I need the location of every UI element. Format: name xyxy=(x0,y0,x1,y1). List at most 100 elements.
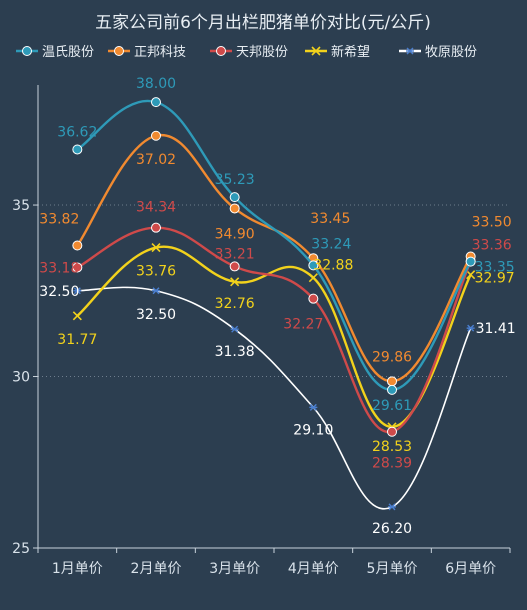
data-point xyxy=(308,260,319,271)
grid xyxy=(38,204,510,378)
data-label: 29.61 xyxy=(372,398,412,414)
data-point-stroke xyxy=(466,270,476,280)
data-point xyxy=(466,270,476,280)
data-point-stroke xyxy=(230,277,240,287)
legend: 温氏股份 正邦科技 天邦股份 新希望 牧原股份 xyxy=(16,44,477,60)
x-tick-label: 4月单价 xyxy=(288,561,339,577)
data-point xyxy=(309,403,318,411)
data-point xyxy=(73,287,82,295)
data-label: 33.50 xyxy=(472,214,512,230)
data-label: 32.97 xyxy=(475,271,515,287)
data-point-stroke xyxy=(152,287,160,295)
data-label: 33.45 xyxy=(310,211,350,227)
data-point-stroke xyxy=(388,503,396,511)
legend-label: 正邦科技 xyxy=(134,45,186,60)
data-point xyxy=(151,242,161,253)
data-point xyxy=(72,262,83,273)
data-label: 37.02 xyxy=(136,152,176,168)
data-point xyxy=(466,324,475,332)
legend-marker xyxy=(114,46,124,56)
data-label: 33.24 xyxy=(311,236,351,252)
data-point xyxy=(229,261,240,272)
data-label: 33.21 xyxy=(215,246,255,262)
data-point xyxy=(387,426,397,437)
y-tick-label: 30 xyxy=(12,370,30,386)
y-tick-label: 25 xyxy=(12,541,30,557)
legend-item: 正邦科技 xyxy=(108,45,186,60)
data-label: 38.00 xyxy=(136,76,176,92)
data-label-layer: 36.62 38.00 35.23 33.24 29.61 33.35 33.82 37.02… xyxy=(39,76,515,537)
data-label: 29.10 xyxy=(293,422,333,438)
series-2 xyxy=(72,222,476,437)
y-tick-label: 35 xyxy=(12,198,30,214)
legend-label: 新希望 xyxy=(331,44,370,60)
x-tick-label: 1月单价 xyxy=(52,561,103,577)
data-point xyxy=(152,287,160,295)
series-0 xyxy=(72,97,476,395)
series-3 xyxy=(72,242,476,432)
data-label: 29.86 xyxy=(372,349,412,365)
data-label: 36.62 xyxy=(57,124,97,140)
legend-marker xyxy=(216,46,226,56)
data-point xyxy=(151,130,161,141)
data-point-stroke xyxy=(309,403,317,411)
data-point xyxy=(387,376,397,387)
data-point xyxy=(72,311,82,321)
data-label: 28.39 xyxy=(372,456,412,472)
data-label: 32.50 xyxy=(136,307,176,323)
data-point xyxy=(387,384,397,395)
data-point xyxy=(72,240,83,251)
x-tick-label: 3月单价 xyxy=(209,561,260,577)
data-label: 33.35 xyxy=(475,260,515,276)
data-point xyxy=(465,256,476,267)
series-layer xyxy=(72,97,476,511)
data-point-stroke xyxy=(151,242,161,253)
series-4 xyxy=(73,286,475,511)
data-label: 33.82 xyxy=(39,212,79,228)
legend-marker-stroke xyxy=(311,46,321,56)
legend-label: 牧原股份 xyxy=(425,45,477,60)
data-label: 34.34 xyxy=(136,200,176,216)
data-label: 32.76 xyxy=(215,296,255,312)
data-point xyxy=(229,192,240,203)
data-label: 32.50 xyxy=(39,284,79,300)
legend-label: 温氏股份 xyxy=(42,45,94,60)
data-point-stroke xyxy=(73,287,81,295)
legend-marker xyxy=(22,46,32,56)
data-label: 34.90 xyxy=(215,226,255,242)
legend-item: 温氏股份 xyxy=(16,45,94,60)
legend-label: 天邦股份 xyxy=(236,45,288,60)
legend-marker xyxy=(406,47,414,55)
data-point xyxy=(308,293,319,304)
data-point xyxy=(151,97,161,108)
data-point xyxy=(230,277,240,287)
data-label: 31.41 xyxy=(476,321,516,337)
data-label: 26.20 xyxy=(372,521,412,537)
data-label: 32.27 xyxy=(283,317,323,333)
x-tick-label: 5月单价 xyxy=(367,561,418,577)
data-label: 33.76 xyxy=(136,264,176,280)
series-line xyxy=(76,99,472,392)
data-label: 33.18 xyxy=(39,260,79,276)
series-line xyxy=(76,133,472,383)
legend-marker-stroke xyxy=(406,47,414,55)
data-point-stroke xyxy=(231,325,239,333)
data-point xyxy=(230,325,239,333)
x-tick-label: 2月单价 xyxy=(131,561,182,577)
data-label: 31.77 xyxy=(57,332,97,348)
axes: 25 30 35 1月单价 2月单价 3月单价 4月单价 5月单价 6月单价 xyxy=(12,85,511,577)
x-tick-label: 6月单价 xyxy=(445,561,496,577)
data-point-stroke xyxy=(308,273,318,283)
data-label: 28.53 xyxy=(372,439,412,455)
data-point xyxy=(388,503,396,511)
data-label: 31.38 xyxy=(215,344,255,360)
data-label: 33.36 xyxy=(472,237,512,253)
data-label: 32.88 xyxy=(313,258,353,274)
data-point-stroke xyxy=(72,311,82,321)
legend-item: 新希望 xyxy=(305,44,370,60)
data-point xyxy=(151,222,161,233)
data-label: 35.23 xyxy=(215,172,255,188)
chart-title: 五家公司前6个月出栏肥猪单价对比(元/公斤) xyxy=(95,13,431,33)
